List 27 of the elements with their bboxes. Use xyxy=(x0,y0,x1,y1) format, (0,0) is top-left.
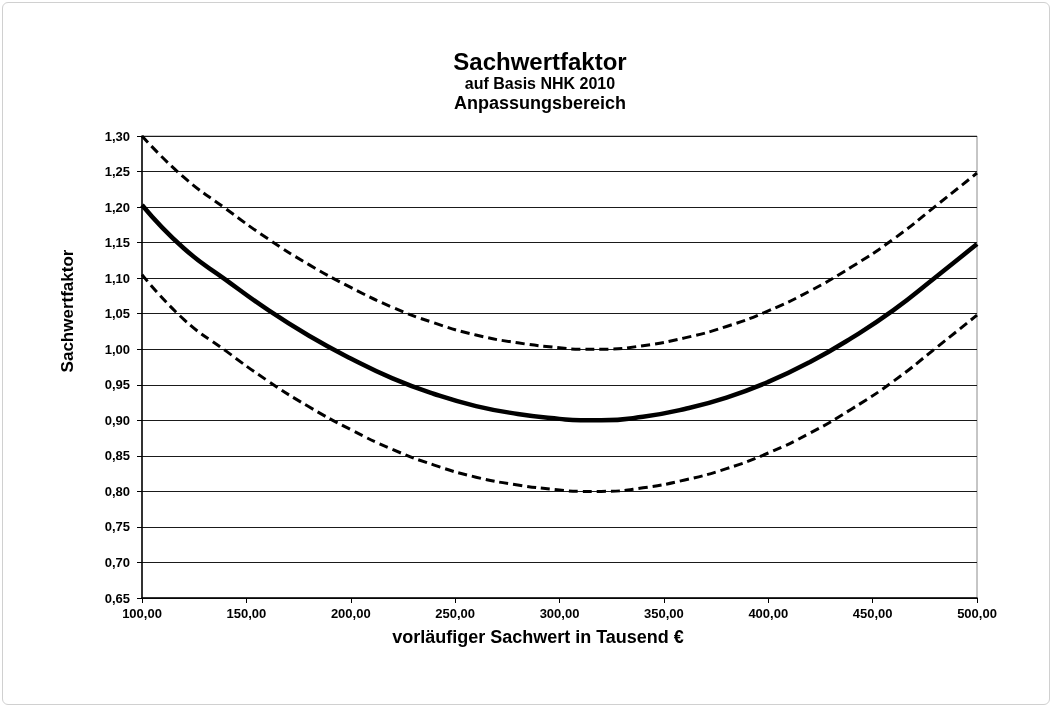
x-tick-label: 300,00 xyxy=(539,606,580,621)
x-tick-label: 250,00 xyxy=(435,606,476,621)
y-tick-label: 1,20 xyxy=(104,199,130,215)
x-tick-label: 400,00 xyxy=(748,606,789,621)
y-tick-label: 1,10 xyxy=(104,270,130,286)
x-tick-label: 450,00 xyxy=(852,606,893,621)
x-tick-label: 100,00 xyxy=(122,606,162,621)
y-tick-label: 1,15 xyxy=(104,235,130,251)
y-tick-label: 0,85 xyxy=(104,448,130,464)
y-tick-label: 0,65 xyxy=(104,590,130,606)
y-tick-label: 1,00 xyxy=(104,341,130,357)
x-tick-label: 150,00 xyxy=(226,606,267,621)
y-tick-label: 0,70 xyxy=(104,554,130,570)
y-tick-label: 0,75 xyxy=(104,519,130,535)
y-tick-label: 1,25 xyxy=(104,164,130,180)
x-axis-title: vorläufiger Sachwert in Tausend € xyxy=(392,627,684,647)
y-tick-label: 0,90 xyxy=(104,412,130,428)
chart-subtitle: auf Basis NHK 2010 Anpassungsbereich xyxy=(453,74,627,113)
y-tick-label: 1,30 xyxy=(104,128,130,144)
y-tick-label: 1,05 xyxy=(104,306,130,322)
chart-title: Sachwertfaktor xyxy=(453,47,627,75)
x-tick-label: 500,00 xyxy=(957,606,997,621)
y-tick-label: 0,95 xyxy=(104,377,130,393)
x-tick-label: 200,00 xyxy=(330,606,371,621)
y-tick-label: 0,80 xyxy=(104,483,130,499)
x-tick-label: 350,00 xyxy=(643,606,684,621)
y-axis-title: Sachwertfaktor xyxy=(57,249,77,373)
